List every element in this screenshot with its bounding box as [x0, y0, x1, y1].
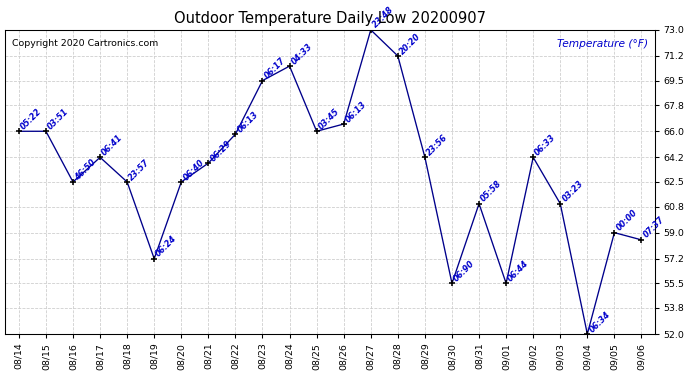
- Text: 06:41: 06:41: [100, 133, 125, 158]
- Text: 06:13: 06:13: [344, 99, 368, 124]
- Text: Temperature (°F): Temperature (°F): [558, 39, 649, 49]
- Text: 05:58: 05:58: [479, 179, 504, 204]
- Text: 06:29: 06:29: [208, 138, 233, 163]
- Text: 07:37: 07:37: [642, 215, 666, 240]
- Text: 06:34: 06:34: [587, 309, 612, 334]
- Text: 06:90: 06:90: [452, 259, 477, 284]
- Text: 06:44: 06:44: [506, 259, 531, 284]
- Text: 03:45: 03:45: [317, 107, 341, 131]
- Text: 20:20: 20:20: [398, 32, 422, 56]
- Text: 06:13: 06:13: [235, 110, 260, 134]
- Text: 06:24: 06:24: [155, 234, 179, 259]
- Text: 23:48: 23:48: [371, 5, 395, 30]
- Text: 03:23: 03:23: [560, 179, 585, 204]
- Text: 23:56: 23:56: [425, 133, 449, 158]
- Title: Outdoor Temperature Daily Low 20200907: Outdoor Temperature Daily Low 20200907: [174, 11, 486, 26]
- Text: 05:22: 05:22: [19, 107, 43, 131]
- Text: 00:00: 00:00: [614, 208, 639, 232]
- Text: 06:17: 06:17: [262, 56, 287, 81]
- Text: 03:51: 03:51: [46, 107, 70, 131]
- Text: 23:57: 23:57: [127, 158, 152, 182]
- Text: 46:50: 46:50: [73, 158, 97, 182]
- Text: Copyright 2020 Cartronics.com: Copyright 2020 Cartronics.com: [12, 39, 158, 48]
- Text: 06:33: 06:33: [533, 133, 558, 158]
- Text: 04:33: 04:33: [290, 42, 314, 66]
- Text: 06:40: 06:40: [181, 158, 206, 182]
